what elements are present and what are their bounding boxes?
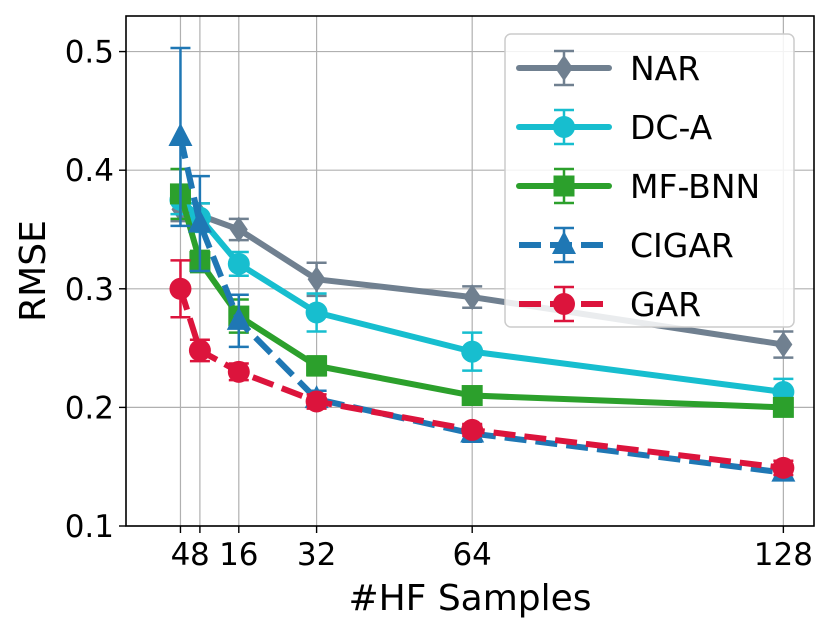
y-tick-label: 0.1 xyxy=(65,509,114,545)
data-point xyxy=(226,306,251,330)
legend-box xyxy=(504,33,795,328)
legend-label: CIGAR xyxy=(630,226,734,265)
x-tick-label: 4 xyxy=(171,537,191,573)
y-tick-label: 0.4 xyxy=(65,153,114,189)
data-point xyxy=(187,209,212,233)
data-point xyxy=(463,284,482,311)
data-point xyxy=(461,418,484,441)
y-tick-label: 0.3 xyxy=(65,272,114,308)
data-point xyxy=(461,385,483,407)
data-point xyxy=(169,277,192,300)
axes-frame xyxy=(125,15,815,527)
legend-label: MF-BNN xyxy=(630,167,760,206)
data-point xyxy=(306,355,328,377)
data-point xyxy=(307,266,326,293)
legend-label: GAR xyxy=(630,285,701,324)
data-point xyxy=(772,456,795,479)
series-gar xyxy=(169,259,795,479)
data-point xyxy=(772,396,794,418)
legend-marker xyxy=(553,293,575,315)
legend-marker xyxy=(552,231,576,254)
legend-label: DC-A xyxy=(630,108,713,147)
data-point xyxy=(188,339,211,362)
data-point xyxy=(461,340,484,363)
x-tick-label: 8 xyxy=(190,537,210,573)
x-tick-label: 32 xyxy=(297,537,336,573)
y-tick-label: 0.5 xyxy=(65,35,114,71)
legend-marker xyxy=(553,116,575,138)
legend-marker xyxy=(555,55,573,81)
data-point xyxy=(774,331,793,358)
data-point xyxy=(168,122,193,146)
x-tick-label: 16 xyxy=(219,537,258,573)
y-tick-label: 0.2 xyxy=(65,390,114,426)
x-tick-label: 64 xyxy=(452,537,491,573)
legend-label: NAR xyxy=(630,49,700,88)
x-tick-label: 128 xyxy=(754,537,813,573)
data-point xyxy=(305,301,328,324)
data-point xyxy=(227,360,250,383)
x-axis-label: #HF Samples xyxy=(348,578,591,619)
legend-marker xyxy=(553,175,575,197)
data-point xyxy=(229,216,248,243)
data-point xyxy=(305,390,328,413)
series-line xyxy=(177,136,784,476)
data-point xyxy=(227,252,250,275)
legend: NAR DC-A MF-BNN CIGAR GAR xyxy=(504,33,795,328)
y-axis-label: RMSE xyxy=(13,220,54,322)
